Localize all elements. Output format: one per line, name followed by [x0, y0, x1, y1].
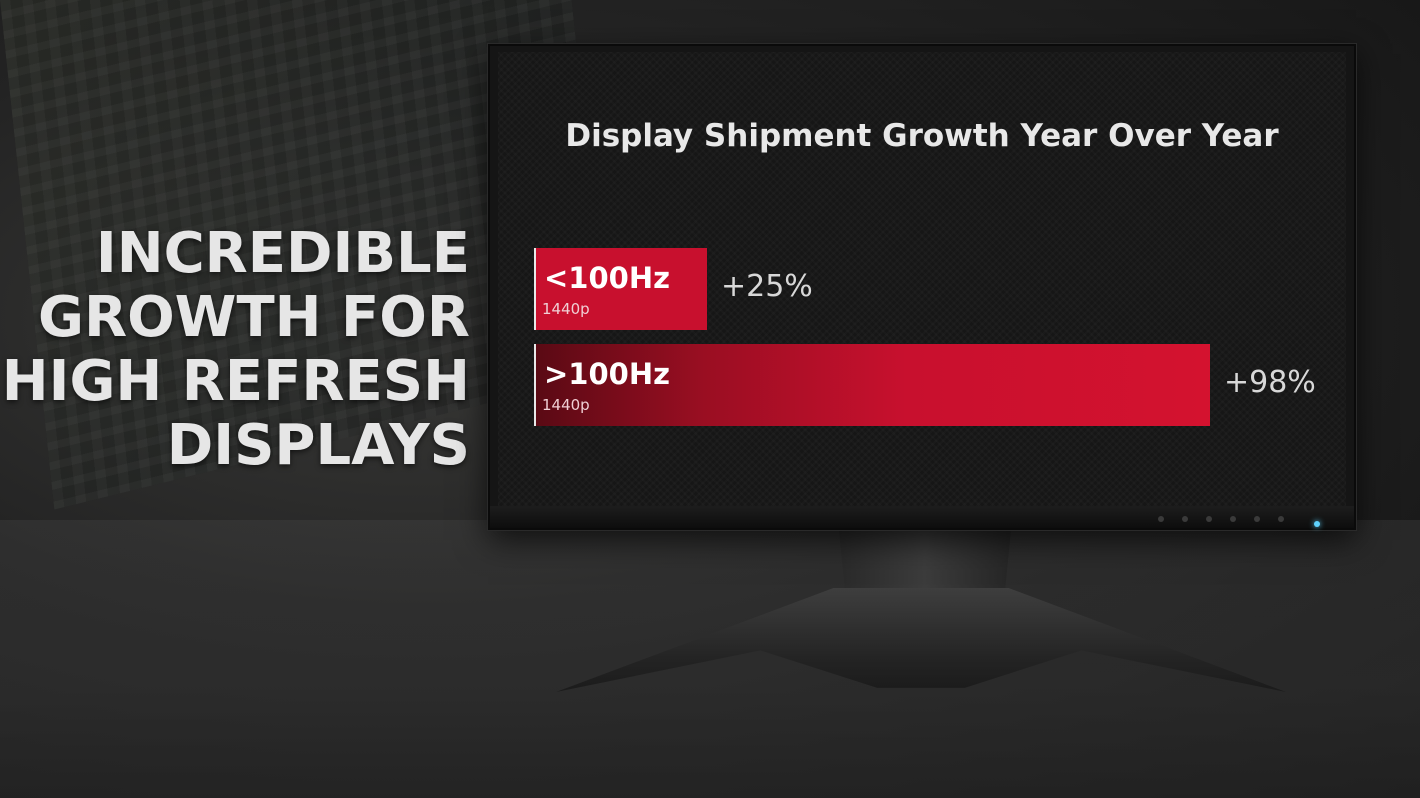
- headline: INCREDIBLE GROWTH FOR HIGH REFRESH DISPL…: [2, 222, 470, 478]
- monitor-button: [1206, 516, 1212, 522]
- headline-line-2: GROWTH FOR: [37, 285, 470, 350]
- bar-value-label: +25%: [721, 269, 813, 304]
- monitor-button: [1158, 516, 1164, 522]
- bar-subtitle: 1440p: [542, 396, 590, 414]
- headline-line-4: DISPLAYS: [166, 413, 470, 478]
- monitor-button: [1182, 516, 1188, 522]
- monitor-buttons: [1158, 516, 1284, 528]
- monitor: Display Shipment Growth Year Over Year <…: [488, 44, 1356, 530]
- bar-0: <100Hz 1440p: [534, 248, 707, 330]
- bar-value-label: +98%: [1224, 365, 1316, 400]
- chart-title: Display Shipment Growth Year Over Year: [565, 118, 1279, 154]
- bar-category-label: <100Hz: [544, 261, 670, 295]
- headline-line-1: INCREDIBLE: [95, 221, 470, 286]
- headline-line-3: HIGH REFRESH: [1, 349, 470, 414]
- bar-category-label: >100Hz: [544, 357, 670, 391]
- power-led-icon: [1314, 521, 1320, 527]
- monitor-bezel: [490, 506, 1354, 528]
- monitor-button: [1230, 516, 1236, 522]
- bar-subtitle: 1440p: [542, 300, 590, 318]
- bar-1: >100Hz 1440p: [534, 344, 1210, 426]
- monitor-button: [1278, 516, 1284, 522]
- monitor-button: [1254, 516, 1260, 522]
- monitor-screen: Display Shipment Growth Year Over Year <…: [498, 52, 1346, 506]
